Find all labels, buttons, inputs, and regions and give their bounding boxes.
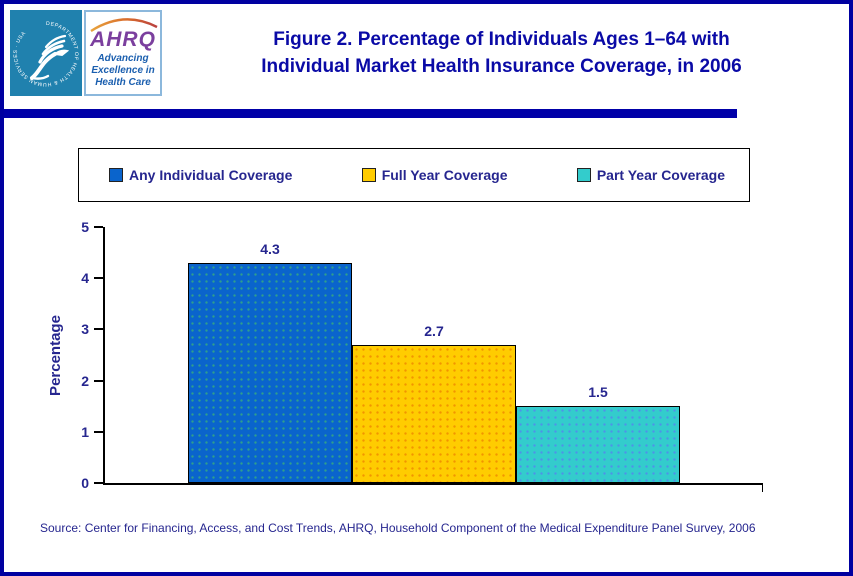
figure-title-line1: Figure 2. Percentage of Individuals Ages… xyxy=(273,29,730,50)
hhs-eagle-icon xyxy=(30,34,70,80)
y-axis-title-wrap: Percentage xyxy=(44,227,66,483)
chart-legend: Any Individual Coverage Full Year Covera… xyxy=(78,148,750,202)
y-tick-label-4: 4 xyxy=(81,270,89,287)
legend-swatch-yellow-icon xyxy=(361,168,376,182)
ahrq-rainbow-arc-icon xyxy=(90,18,158,33)
y-tick-2 xyxy=(94,379,103,382)
legend-swatch-blue-icon xyxy=(109,168,123,182)
bar-2 xyxy=(516,406,680,483)
ahrq-tagline: Advancing Excellence in Health Care xyxy=(91,53,154,89)
y-tick-4 xyxy=(94,277,103,280)
y-axis-title: Percentage xyxy=(46,314,64,396)
ahrq-wordmark: AHRQ xyxy=(90,28,156,51)
hhs-seal-icon: DEPARTMENT OF HEALTH & HUMAN SERVICES · … xyxy=(10,10,82,96)
plot-area: 4.3 2.7 1.5 0 1 2 3 4 5 xyxy=(81,219,763,492)
ahrq-tagline-line3: Health Care xyxy=(95,77,151,88)
legend-item-any-individual-coverage: Any Individual Coverage xyxy=(109,167,292,183)
bar-value-label-0: 4.3 xyxy=(260,241,280,257)
figure-title-line2: Individual Market Health Insurance Cover… xyxy=(261,56,742,77)
bar-1 xyxy=(352,345,516,483)
y-tick-1 xyxy=(94,430,103,433)
figure-title: Figure 2. Percentage of Individuals Ages… xyxy=(170,26,833,80)
legend-swatch-teal-icon xyxy=(576,168,591,182)
y-tick-label-3: 3 xyxy=(81,321,89,338)
legend-item-full-year-coverage: Full Year Coverage xyxy=(361,167,508,183)
bar-value-label-2: 1.5 xyxy=(588,384,608,400)
bar-0 xyxy=(188,263,352,483)
legend-label: Part Year Coverage xyxy=(596,167,725,183)
bar-value-label-1: 2.7 xyxy=(424,323,444,339)
ahrq-tagline-line2: Excellence in xyxy=(91,65,155,76)
y-tick-0 xyxy=(94,482,103,484)
ahrq-tagline-line1: Advancing xyxy=(97,53,149,64)
agency-logo: DEPARTMENT OF HEALTH & HUMAN SERVICES · … xyxy=(10,10,162,96)
y-tick-5 xyxy=(94,226,103,228)
header-divider-bar xyxy=(4,109,737,118)
y-tick-label-0: 0 xyxy=(81,475,89,491)
legend-label: Any Individual Coverage xyxy=(129,167,293,183)
legend-label: Full Year Coverage xyxy=(381,167,508,183)
ahrq-logo: AHRQ Advancing Excellence in Health Care xyxy=(84,10,162,96)
y-tick-label-1: 1 xyxy=(81,423,89,440)
legend-item-part-year-coverage: Part Year Coverage xyxy=(576,167,725,183)
y-tick-3 xyxy=(94,328,103,331)
y-tick-label-2: 2 xyxy=(81,372,89,389)
y-axis-line xyxy=(103,227,105,485)
x-axis-line xyxy=(103,483,763,485)
source-note: Source: Center for Financing, Access, an… xyxy=(40,521,756,535)
x-axis-end-tick xyxy=(762,484,763,492)
y-tick-label-5: 5 xyxy=(81,219,89,235)
